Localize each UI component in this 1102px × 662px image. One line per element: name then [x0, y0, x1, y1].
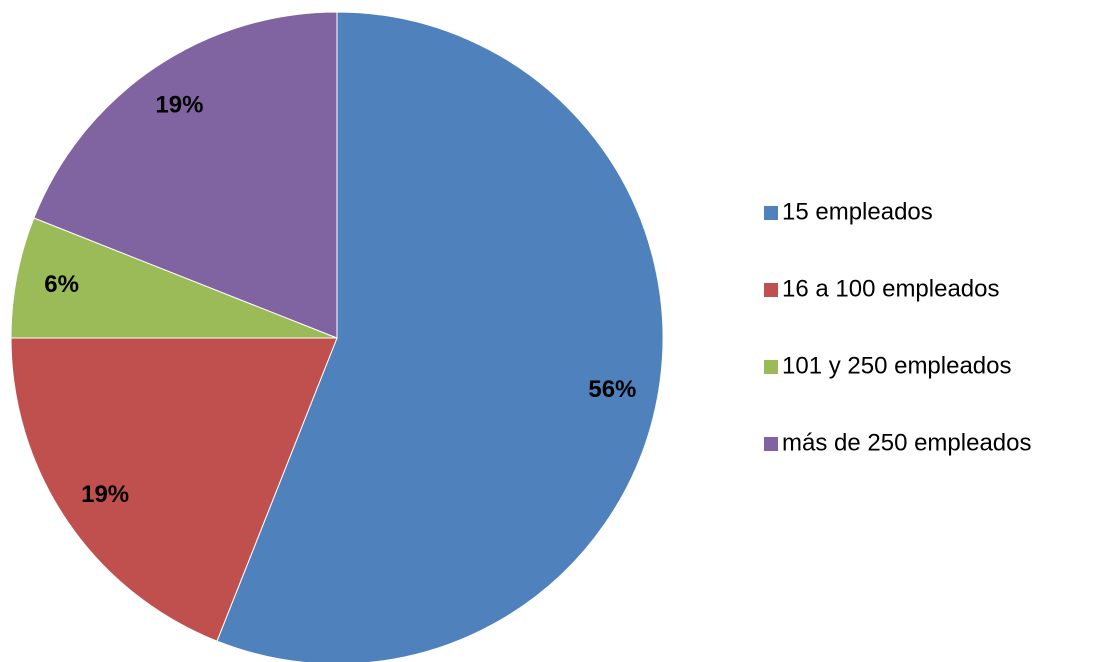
- legend-label: más de 250 empleados: [782, 429, 1032, 456]
- legend-swatch: [764, 283, 778, 297]
- data-label: 6%: [44, 271, 79, 298]
- legend-label: 15 empleados: [782, 198, 933, 225]
- legend-swatch: [764, 360, 778, 374]
- pie-slice: [10, 217, 338, 339]
- data-label: 19%: [155, 91, 203, 118]
- pie-slice: [10, 337, 338, 642]
- legend-swatch: [764, 206, 778, 220]
- data-label: 19%: [81, 481, 129, 508]
- data-label: 56%: [588, 376, 636, 403]
- legend-label: 16 a 100 empleados: [782, 275, 1000, 302]
- legend-swatch: [764, 437, 778, 451]
- pie-slice: [33, 11, 338, 339]
- pie-slice: [216, 11, 664, 662]
- legend-label: 101 y 250 empleados: [782, 352, 1012, 379]
